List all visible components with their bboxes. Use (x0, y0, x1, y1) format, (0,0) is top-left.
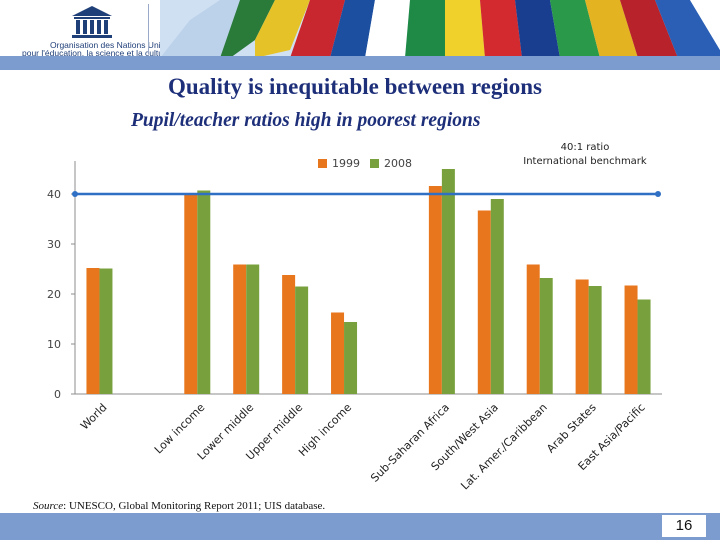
x-tick-label: High income (296, 401, 354, 459)
bar-2008 (637, 299, 651, 394)
y-tick-label: 30 (47, 238, 61, 251)
slide-subtitle: Pupil/teacher ratios high in poorest reg… (131, 110, 481, 131)
page-number: 16 (662, 515, 706, 537)
bar-1999 (575, 279, 589, 394)
bar-2008 (197, 190, 211, 394)
bar-2008 (295, 286, 309, 394)
bar-1999 (86, 268, 100, 394)
flags-photo (160, 0, 720, 58)
x-tick-label: Lat. Amer./Caribbean (458, 401, 549, 492)
header-banner: Organisation des Nations Unies pour l'éd… (0, 0, 720, 58)
slide-title: Quality is inequitable between regions (168, 74, 542, 99)
top-accent-bar (0, 56, 720, 70)
unesco-temple-icon (72, 6, 112, 38)
y-tick-label: 20 (47, 288, 61, 301)
benchmark-annotation: 40:1 ratio International benchmark (490, 141, 680, 169)
y-tick-label: 10 (47, 338, 61, 351)
bar-2008 (99, 268, 113, 394)
source-prefix: Source (33, 500, 64, 512)
source-text: : UNESCO, Global Monitoring Report 2011;… (63, 500, 326, 512)
unesco-logo: Organisation des Nations Unies pour l'éd… (0, 0, 171, 58)
bottom-accent-bar (0, 513, 720, 540)
bar-2008 (246, 264, 260, 394)
x-tick-label: World (78, 401, 109, 432)
bar-1999 (477, 210, 491, 394)
logo-divider (148, 4, 149, 54)
bar-2008 (588, 286, 602, 394)
bar-1999 (184, 193, 198, 394)
bar-1999 (282, 275, 296, 394)
benchmark-marker (655, 191, 661, 197)
bar-2008 (344, 322, 358, 394)
legend-label: 1999 (332, 157, 360, 170)
legend-label: 2008 (384, 157, 412, 170)
bar-1999 (233, 264, 247, 394)
bar-2008 (490, 199, 504, 394)
bar-2008 (441, 169, 455, 394)
y-tick-label: 0 (54, 388, 61, 401)
bar-1999 (526, 264, 540, 394)
benchmark-label-line2: International benchmark (523, 156, 647, 167)
bar-2008 (539, 278, 553, 394)
x-tick-label: Arab States (544, 401, 599, 456)
benchmark-label-line1: 40:1 ratio (560, 142, 610, 153)
legend-swatch (370, 159, 379, 168)
bar-1999 (428, 186, 442, 394)
bar-1999 (331, 312, 345, 394)
org-name-line2: pour l'éducation, la science et la cultu… (22, 48, 171, 58)
bar-1999 (624, 285, 638, 394)
source-note: Source: UNESCO, Global Monitoring Report… (33, 500, 325, 512)
x-tick-label: Sub-Saharan Africa (368, 401, 452, 485)
org-name-line1: Organisation des Nations Unies (50, 40, 170, 50)
benchmark-marker (72, 191, 78, 197)
legend-swatch (318, 159, 327, 168)
y-tick-label: 40 (47, 188, 61, 201)
